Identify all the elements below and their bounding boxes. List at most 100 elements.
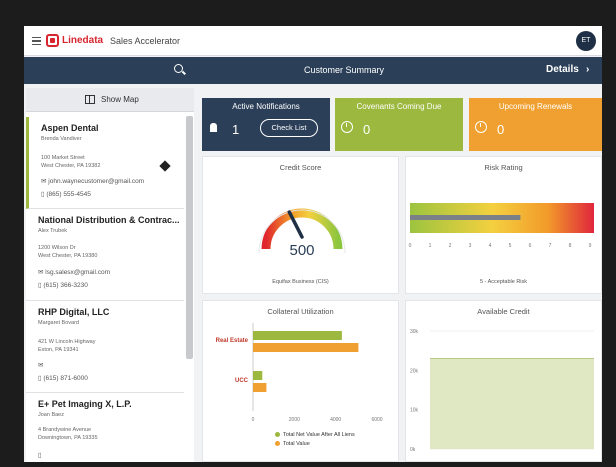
risk-tick-label: 7: [549, 243, 552, 249]
customer-phone[interactable]: ▯ (615) 871-6000: [38, 374, 88, 382]
customer-address-line2: Downingtown, PA 19335: [38, 435, 98, 441]
customer-name: National Distribution & Contrac...: [38, 215, 180, 225]
upcoming-renewals-tile[interactable]: Upcoming Renewals 0: [469, 98, 602, 151]
show-map-label: Show Map: [101, 95, 139, 104]
app-name: Sales Accelerator: [110, 36, 181, 46]
risk-tick-label: 9: [589, 243, 592, 249]
page-title: Customer Summary: [303, 65, 385, 75]
customer-card[interactable]: Aspen Dental Brenda Vandiver 100 Market …: [26, 117, 184, 209]
customer-phone-text: (865) 555-4545: [46, 191, 91, 198]
menu-icon[interactable]: [32, 37, 41, 45]
legend-item-net-value: Total Net Value After All Liens: [275, 432, 355, 438]
customer-contact: Alex Trubek: [38, 228, 68, 234]
customer-email[interactable]: ✉ lsg.salesx@gmail.com: [38, 268, 110, 276]
show-map-button[interactable]: Show Map: [26, 88, 194, 112]
panel-title: Available Credit: [477, 307, 530, 316]
top-bar: Linedata Sales Accelerator ET: [24, 26, 602, 56]
x-tick-label: 6000: [371, 417, 382, 423]
bar-total-value: [253, 343, 359, 352]
panel-title: Risk Rating: [484, 163, 523, 172]
customer-address-line1: 1200 Wilson Dr: [38, 245, 76, 251]
nav-bar: Customer Summary Details ›: [24, 57, 602, 84]
phone-icon: ▯: [38, 375, 44, 382]
customer-card[interactable]: National Distribution & Contrac... Alex …: [26, 209, 184, 301]
mail-icon: ✉: [41, 178, 49, 185]
tile-title: Covenants Coming Due: [356, 102, 442, 111]
bar-net-value: [253, 371, 263, 380]
risk-tick-label: 3: [469, 243, 472, 249]
legend-item-total-value: Total Value: [275, 441, 310, 447]
collateral-utilization-panel: Collateral Utilization Real Estate UCC 0 20…: [202, 300, 399, 462]
customer-email-text: john.waynecustomer@gmail.com: [48, 178, 145, 185]
phone-icon: ▯: [38, 282, 44, 289]
risk-tick-label: 6: [529, 243, 532, 249]
legend-dot: [275, 432, 280, 438]
user-avatar[interactable]: ET: [576, 31, 596, 51]
customer-phone[interactable]: ▯: [38, 451, 42, 459]
customer-contact: Brenda Vandiver: [41, 136, 82, 142]
customer-contact: Margaret Bovard: [38, 320, 79, 326]
credit-score-source: Equifax Business (CIS): [272, 279, 329, 285]
risk-indicator-bar: [410, 215, 521, 220]
customer-address-line1: 4 Brandywine Avenue: [38, 427, 92, 433]
customer-phone-text: (615) 366-3230: [43, 282, 88, 289]
phone-icon: ▯: [41, 191, 47, 198]
phone-icon: ▯: [38, 452, 42, 459]
risk-tick-label: 1: [429, 243, 432, 249]
customer-name: RHP Digital, LLC: [38, 307, 110, 317]
risk-tick-label: 4: [489, 243, 492, 249]
legend-label: Total Net Value After All Liens: [283, 432, 355, 438]
clock-icon: [475, 121, 487, 133]
panel-title: Credit Score: [279, 163, 322, 172]
covenants-coming-due-tile[interactable]: Covenants Coming Due 0: [335, 98, 463, 151]
customer-address-line2: West Chester, PA 19382: [41, 163, 101, 169]
available-credit-panel: Available Credit 30k 20k 10k 0k: [405, 300, 602, 462]
details-link[interactable]: Details: [546, 64, 579, 75]
chevron-right-icon[interactable]: ›: [586, 64, 590, 75]
tile-title: Upcoming Renewals: [498, 102, 573, 111]
bar-total-value: [253, 383, 267, 392]
risk-ticks: 0 1 2 3 4 5 6 7 8 9: [409, 243, 592, 249]
logo-text: Linedata: [62, 35, 104, 46]
customer-email[interactable]: ✉ john.waynecustomer@gmail.com: [41, 177, 144, 185]
customer-card[interactable]: RHP Digital, LLC Margaret Bovard 421 W L…: [26, 301, 184, 393]
risk-tick-label: 5: [509, 243, 512, 249]
customer-phone[interactable]: ▯ (865) 555-4545: [41, 190, 91, 198]
collateral-chart: Real Estate UCC 0 2000 4000 6000: [216, 323, 383, 423]
map-icon: [85, 95, 95, 104]
x-tick-label: 2000: [289, 417, 300, 423]
x-tick-label: 0: [252, 417, 255, 423]
clock-icon: [341, 121, 353, 133]
tile-title: Active Notifications: [232, 102, 300, 111]
y-tick-label: 10k: [410, 408, 419, 414]
notifications-count: 1: [232, 122, 240, 137]
customer-name: E+ Pet Imaging X, L.P.: [38, 399, 132, 409]
customer-card[interactable]: E+ Pet Imaging X, L.P. Joan Baez 4 Brand…: [26, 393, 184, 462]
bell-icon: [210, 123, 217, 132]
app-window: Linedata Sales Accelerator ET Customer S…: [24, 26, 602, 462]
check-list-button[interactable]: Check List: [260, 119, 318, 137]
y-tick-label: 30k: [410, 329, 419, 335]
credit-score-panel: Credit Score 500 Equifax Business (CIS): [202, 156, 399, 294]
mail-icon: ✉: [38, 269, 46, 276]
sidebar-scrollbar[interactable]: [186, 116, 193, 359]
customer-phone-text: (615) 871-6000: [43, 375, 88, 382]
legend-label: Total Value: [283, 441, 310, 447]
customer-name: Aspen Dental: [41, 123, 99, 133]
risk-rating-panel: Risk Rating 0 1 2 3 4 5 6 7 8 9 5 - Acceptable Ri…: [405, 156, 602, 294]
renewals-count: 0: [497, 122, 505, 137]
available-credit-area: [430, 358, 594, 449]
customer-email[interactable]: ✉: [38, 361, 43, 369]
customer-address-line2: West Chester, PA 19380: [38, 253, 98, 259]
risk-tick-label: 8: [569, 243, 572, 249]
customer-phone[interactable]: ▯ (615) 366-3230: [38, 281, 88, 289]
mail-icon: ✉: [38, 362, 44, 369]
credit-score-value: 500: [289, 242, 314, 259]
category-label: UCC: [235, 378, 249, 384]
search-icon[interactable]: [174, 64, 183, 73]
directions-icon[interactable]: [159, 160, 171, 172]
y-tick-label: 20k: [410, 368, 419, 374]
customer-email-text: lsg.salesx@gmail.com: [45, 269, 111, 276]
available-credit-chart: 30k 20k 10k 0k: [410, 329, 594, 453]
y-tick-label: 0k: [410, 447, 416, 453]
